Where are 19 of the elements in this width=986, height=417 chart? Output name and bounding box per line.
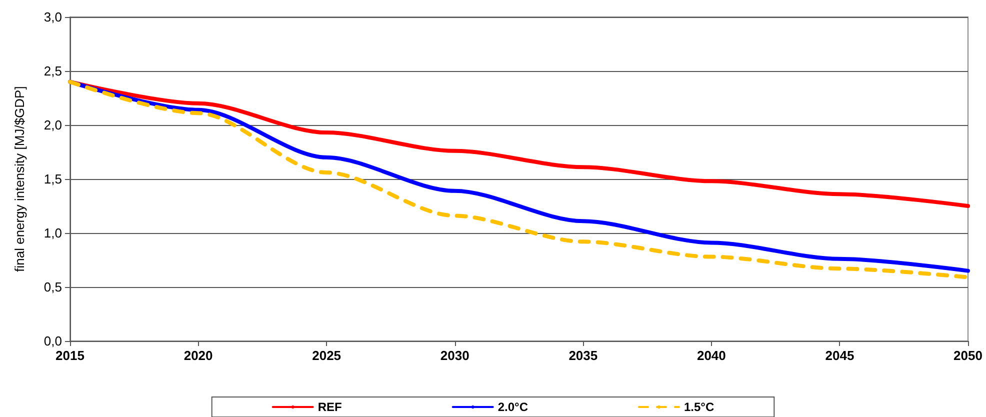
y-tick-label: 2,0 bbox=[44, 118, 62, 132]
x-tick-label: 2050 bbox=[954, 348, 982, 363]
x-tick-label: 2025 bbox=[312, 348, 342, 363]
legend-label: 1.5°C bbox=[684, 400, 714, 414]
y-tick-label: 1,5 bbox=[44, 172, 62, 186]
legend-label: REF bbox=[318, 400, 342, 414]
x-tick-label: 2045 bbox=[825, 348, 854, 363]
y-tick-label: 0,0 bbox=[44, 334, 62, 348]
x-tick-label: 2035 bbox=[568, 348, 598, 363]
y-tick-label: 3,0 bbox=[44, 10, 62, 24]
y-tick-label: 0,5 bbox=[44, 280, 62, 294]
y-axis-title: final energy intensity [MJ/$GDP] bbox=[12, 86, 27, 272]
y-tick-label: 1,0 bbox=[44, 226, 62, 240]
x-tick-label: 2030 bbox=[440, 348, 470, 363]
x-tick-label: 2040 bbox=[696, 348, 726, 363]
legend-label: 2.0°C bbox=[498, 400, 528, 414]
x-tick-label: 2015 bbox=[56, 348, 84, 363]
x-tick-label: 2020 bbox=[184, 348, 213, 363]
y-tick-label: 2,5 bbox=[44, 64, 62, 78]
